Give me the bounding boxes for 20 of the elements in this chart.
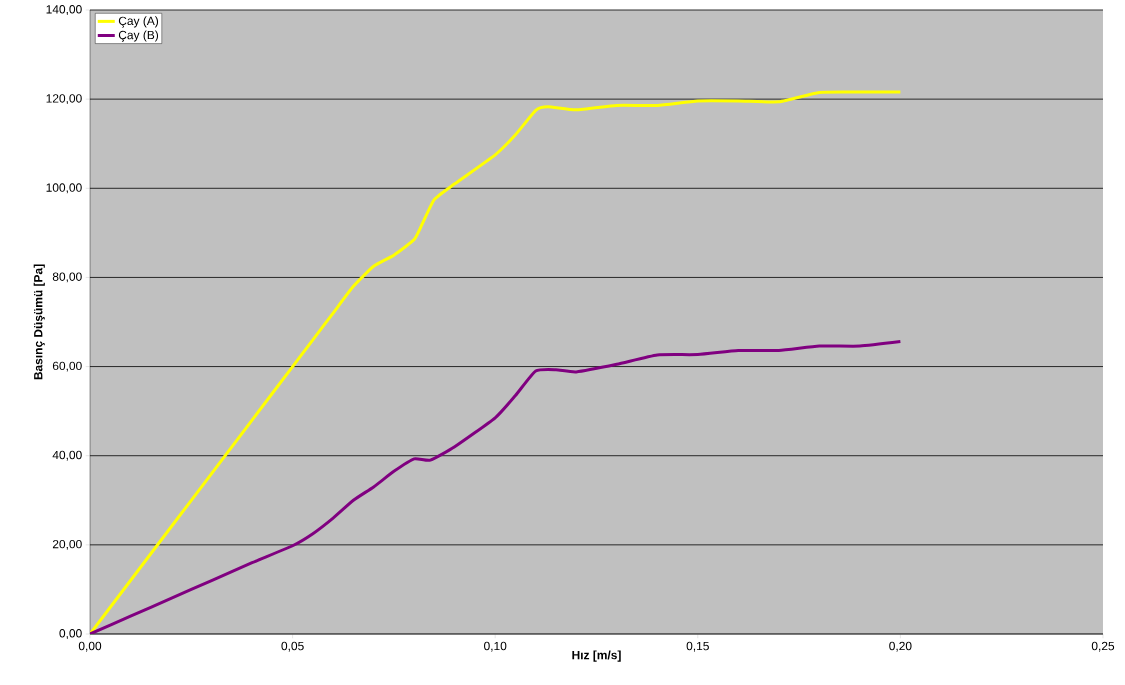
x-tick-label: 0,15 <box>686 641 709 652</box>
y-tick-label: 20,00 <box>52 539 82 550</box>
y-tick-label: 140,00 <box>46 5 82 15</box>
legend-label: Çay (A) <box>118 16 159 28</box>
line-series <box>90 90 902 634</box>
y-tick-label: 120,00 <box>46 94 82 105</box>
x-tick-label: 0,20 <box>889 641 912 652</box>
y-tick-label: 40,00 <box>52 450 82 461</box>
legend-label: Çay (B) <box>118 30 159 42</box>
x-tick-label: 0,05 <box>281 641 304 652</box>
y-tick-label: 0,00 <box>59 629 82 639</box>
x-tick-label: 0,25 <box>1091 641 1115 652</box>
y-tick-label: 60,00 <box>52 361 82 372</box>
line-series <box>90 340 902 634</box>
y-tick-label: 80,00 <box>52 272 82 283</box>
y-tick-label: 100,00 <box>46 183 82 194</box>
x-tick-label: 0,00 <box>78 641 102 652</box>
y-axis-title: Basınç Düşümü [Pa] <box>33 264 45 380</box>
x-axis-title: Hız [m/s] <box>572 650 621 662</box>
x-tick-label: 0,10 <box>484 641 507 652</box>
